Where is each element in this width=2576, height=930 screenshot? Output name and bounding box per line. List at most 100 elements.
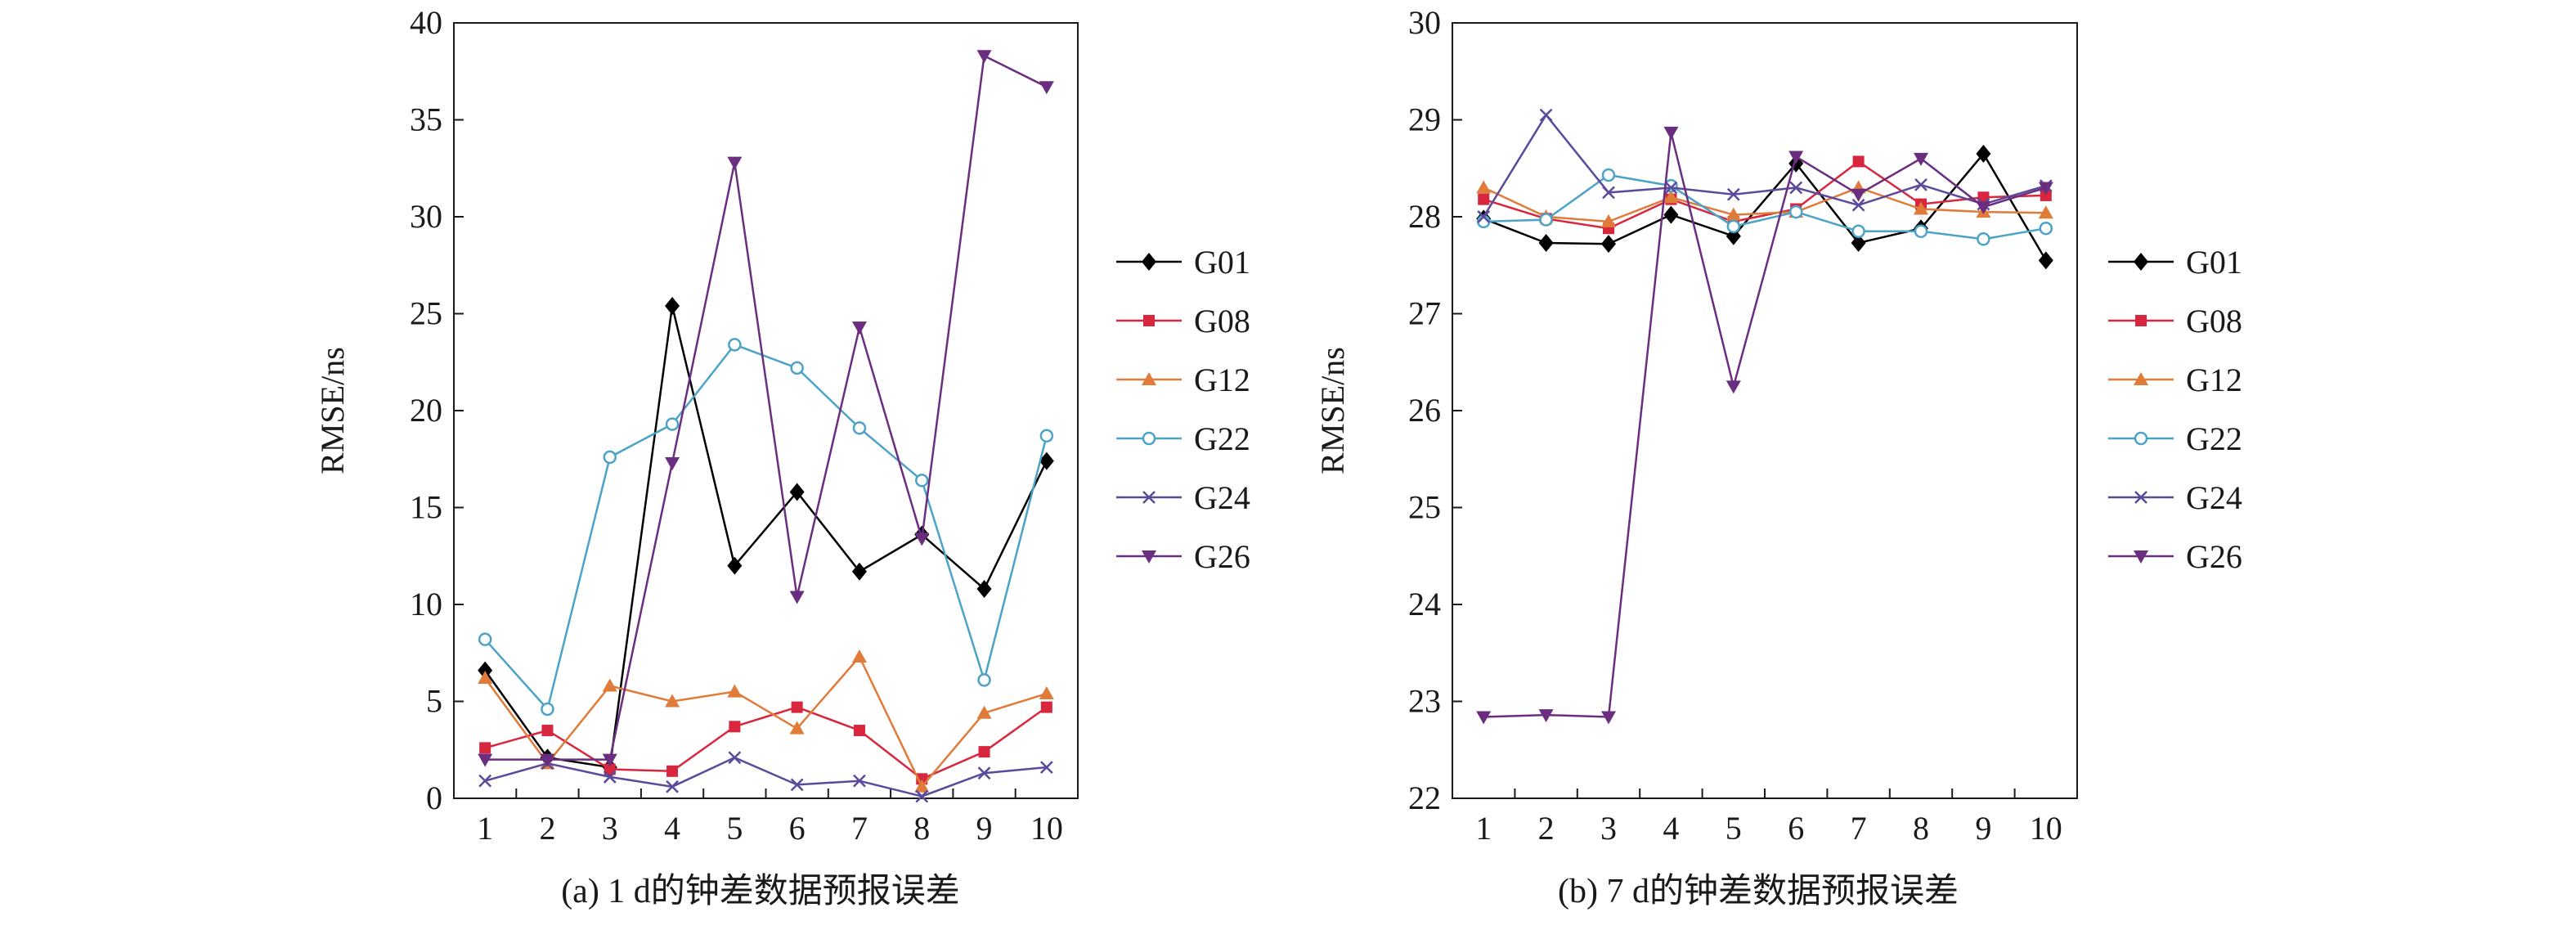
x-tick-label: 7	[851, 810, 868, 847]
legend-label-G26: G26	[1194, 538, 1250, 575]
y-tick-label: 40	[410, 4, 442, 41]
x-tick-label: 10	[2030, 810, 2062, 847]
series-line-G24	[484, 756, 1047, 797]
data-point-G08	[978, 746, 990, 758]
y-tick-label: 20	[410, 392, 442, 429]
data-point-G01	[1601, 235, 1616, 254]
legend-marker-G01	[2134, 253, 2148, 271]
data-point-G26	[1663, 126, 1679, 140]
x-tick-label: 2	[1538, 810, 1555, 847]
data-point-G26	[540, 753, 555, 767]
data-point-G01	[1538, 233, 1554, 252]
y-tick-label: 24	[1408, 586, 1441, 622]
data-point-G22	[977, 673, 991, 687]
legend-marker-G01	[1142, 253, 1156, 271]
data-point-G22	[1851, 224, 1865, 239]
x-tick-label: 4	[1663, 810, 1679, 847]
chart-a: 0 5 10 15 20 25 30 35 40 1 2 3 4 5 6 7 8 9 10 RMSE/ns (a) 1 …	[314, 4, 1250, 910]
x-tick-label: 4	[664, 810, 680, 847]
data-point-G24	[915, 789, 929, 803]
data-point-G26	[1538, 709, 1554, 723]
data-point-G26	[1788, 151, 1804, 164]
data-point-G12	[1663, 190, 1679, 204]
data-point-G22	[603, 450, 617, 465]
y-tick-label: 15	[410, 489, 442, 526]
legend-label-G24: G24	[1194, 479, 1250, 516]
x-tick-label: 6	[789, 810, 806, 847]
data-point-G24	[1664, 181, 1678, 195]
x-tick-label: 7	[1851, 810, 1867, 847]
y-tick-label: 30	[410, 198, 442, 235]
data-point-G24	[666, 779, 679, 793]
data-point-G12	[1039, 686, 1054, 700]
x-tick-label: 10	[1030, 810, 1063, 847]
data-point-G24	[1726, 187, 1740, 201]
data-point-G22	[1726, 219, 1741, 234]
legend-label-G08: G08	[2186, 303, 2242, 339]
data-point-G24	[1851, 198, 1865, 212]
data-point-G26	[2038, 182, 2053, 195]
data-point-G24	[853, 774, 866, 788]
x-tick-label: 1	[1475, 810, 1492, 847]
data-point-G24	[977, 766, 991, 780]
x-tick-label: 5	[1726, 810, 1742, 847]
y-tick-label: 30	[1408, 4, 1441, 41]
data-point-G08	[791, 701, 803, 713]
data-point-G26	[1476, 711, 1492, 725]
x-tick-label: 8	[1913, 810, 1929, 847]
data-point-G08	[2040, 189, 2052, 201]
y-tick-label: 10	[410, 586, 442, 622]
legend-marker-G12	[2134, 372, 2148, 385]
legend-marker-G26	[2134, 550, 2148, 564]
y-tick-label: 25	[1408, 489, 1441, 526]
data-point-G26	[789, 591, 805, 604]
data-point-G12	[478, 671, 493, 685]
legend-label-G08: G08	[1194, 303, 1250, 339]
x-tick-label: 9	[1975, 810, 1991, 847]
data-point-G01	[1976, 144, 1991, 163]
data-point-G24	[790, 778, 804, 792]
data-point-G26	[1914, 152, 1928, 166]
data-point-G24	[728, 751, 742, 765]
x-tick-label: 2	[539, 810, 555, 847]
x-tick-label: 3	[602, 810, 618, 847]
series-line-G26	[485, 54, 1048, 761]
data-point-G26	[478, 753, 493, 767]
data-point-G22	[852, 421, 867, 435]
data-point-G22	[790, 361, 804, 375]
legend-label-G01: G01	[2186, 244, 2242, 281]
y-tick-label: 28	[1408, 198, 1441, 235]
data-point-G12	[1914, 201, 1928, 215]
data-point-G26	[727, 156, 743, 170]
series-line-G08	[484, 706, 1048, 780]
legend-label-G26: G26	[2186, 538, 2242, 575]
data-point-G01	[789, 483, 805, 501]
series-line-G22	[1483, 173, 2047, 240]
data-point-G12	[914, 779, 930, 793]
data-point-G12	[851, 649, 867, 663]
legend-marker-G22	[2134, 431, 2148, 446]
x-tick-label: 8	[913, 810, 930, 847]
legend-label-G12: G12	[1194, 362, 1250, 398]
data-point-G08	[1478, 193, 1490, 205]
data-point-G01	[665, 297, 680, 316]
legend-marker-G08	[2135, 315, 2147, 326]
data-point-G22	[1914, 224, 1928, 239]
data-point-G12	[1476, 180, 1492, 194]
y-tick-label: 25	[410, 295, 442, 332]
legend-label-G01: G01	[1194, 244, 1250, 281]
chart-caption: (a) 1 d的钟差数据预报误差	[561, 873, 960, 910]
data-point-G22	[1539, 213, 1553, 227]
legend-marker-G26	[1142, 550, 1156, 564]
data-point-G01	[976, 580, 992, 599]
data-point-G26	[1601, 711, 1616, 725]
data-point-G26	[665, 456, 680, 470]
series-line-G26	[1483, 132, 2047, 718]
data-point-G26	[851, 321, 867, 335]
data-point-G24	[1602, 186, 1615, 200]
series-line-G12	[484, 654, 1048, 789]
chart-caption: (b) 7 d的钟差数据预报误差	[1558, 873, 1959, 910]
data-point-G24	[1039, 761, 1053, 774]
data-point-G24	[1914, 178, 1928, 191]
data-point-G12	[1601, 213, 1616, 227]
